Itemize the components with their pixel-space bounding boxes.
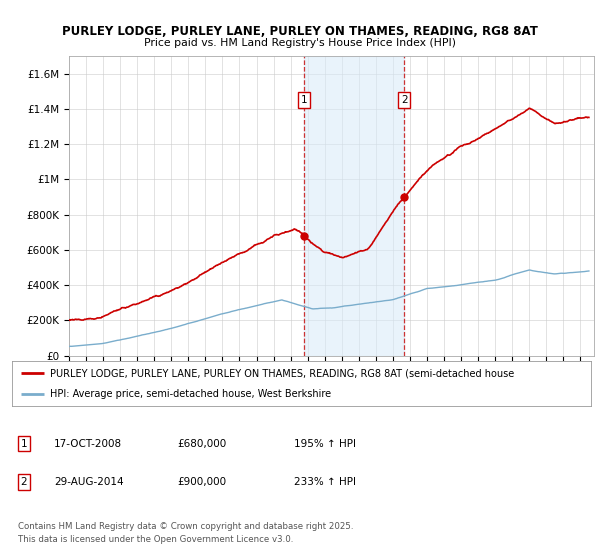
Bar [304,56,404,356]
Text: 233% ↑ HPI: 233% ↑ HPI [294,477,356,487]
Text: £900,000: £900,000 [177,477,226,487]
Text: £680,000: £680,000 [177,438,226,449]
Text: Contains HM Land Registry data © Crown copyright and database right 2025.
This d: Contains HM Land Registry data © Crown c… [18,522,353,544]
Text: 17-OCT-2008: 17-OCT-2008 [54,438,122,449]
Text: 195% ↑ HPI: 195% ↑ HPI [294,438,356,449]
Text: 2: 2 [401,95,407,105]
Text: 2: 2 [20,477,28,487]
Text: HPI: Average price, semi-detached house, West Berkshire: HPI: Average price, semi-detached house,… [50,389,331,399]
Text: Price paid vs. HM Land Registry's House Price Index (HPI): Price paid vs. HM Land Registry's House … [144,38,456,48]
Text: PURLEY LODGE, PURLEY LANE, PURLEY ON THAMES, READING, RG8 8AT: PURLEY LODGE, PURLEY LANE, PURLEY ON THA… [62,25,538,39]
Text: 1: 1 [301,95,307,105]
Text: 1: 1 [20,438,28,449]
Text: 29-AUG-2014: 29-AUG-2014 [54,477,124,487]
Text: PURLEY LODGE, PURLEY LANE, PURLEY ON THAMES, READING, RG8 8AT (semi-detached hou: PURLEY LODGE, PURLEY LANE, PURLEY ON THA… [50,368,514,379]
